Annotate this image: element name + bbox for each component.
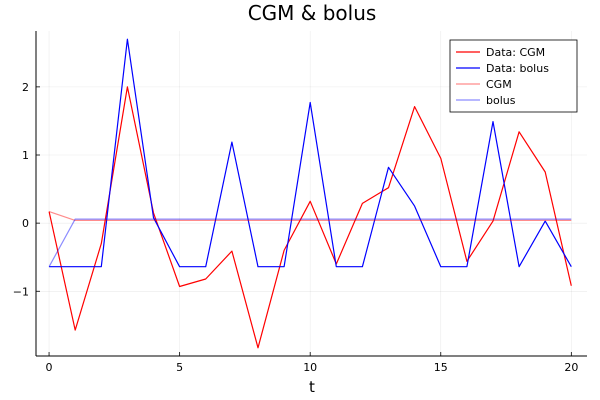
- y-tick-label: 1: [22, 149, 29, 162]
- x-tick-label: 20: [564, 361, 578, 374]
- axes-layer: [35, 31, 587, 357]
- legend-entry-label: CGM: [486, 78, 512, 91]
- y-tick-label: −1: [13, 285, 29, 298]
- x-tick-label: 5: [176, 361, 183, 374]
- legend-entry-label: Data: CGM: [486, 46, 545, 59]
- chart-title: CGM & bolus: [248, 1, 377, 25]
- series-line-data-bolus: [49, 38, 572, 268]
- series-layer: [48, 38, 572, 349]
- legend-entry-label: bolus: [486, 94, 516, 107]
- legend-entry-label: Data: bolus: [486, 62, 549, 75]
- ticks-layer: 0 5 10 15 20 −1 0 1 2: [13, 81, 579, 374]
- x-tick-label: 10: [303, 361, 317, 374]
- series-line-cgm: [48, 211, 572, 221]
- series-line-bolus: [48, 218, 572, 267]
- x-tick-label: 15: [434, 361, 448, 374]
- x-tick-label: 0: [46, 361, 53, 374]
- y-tick-label: 2: [22, 81, 29, 94]
- legend: Data: CGM Data: bolus CGM bolus: [449, 39, 578, 113]
- x-axis-label: t: [309, 378, 315, 396]
- y-tick-label: 0: [22, 217, 29, 230]
- series-line-data-cgm: [48, 86, 572, 349]
